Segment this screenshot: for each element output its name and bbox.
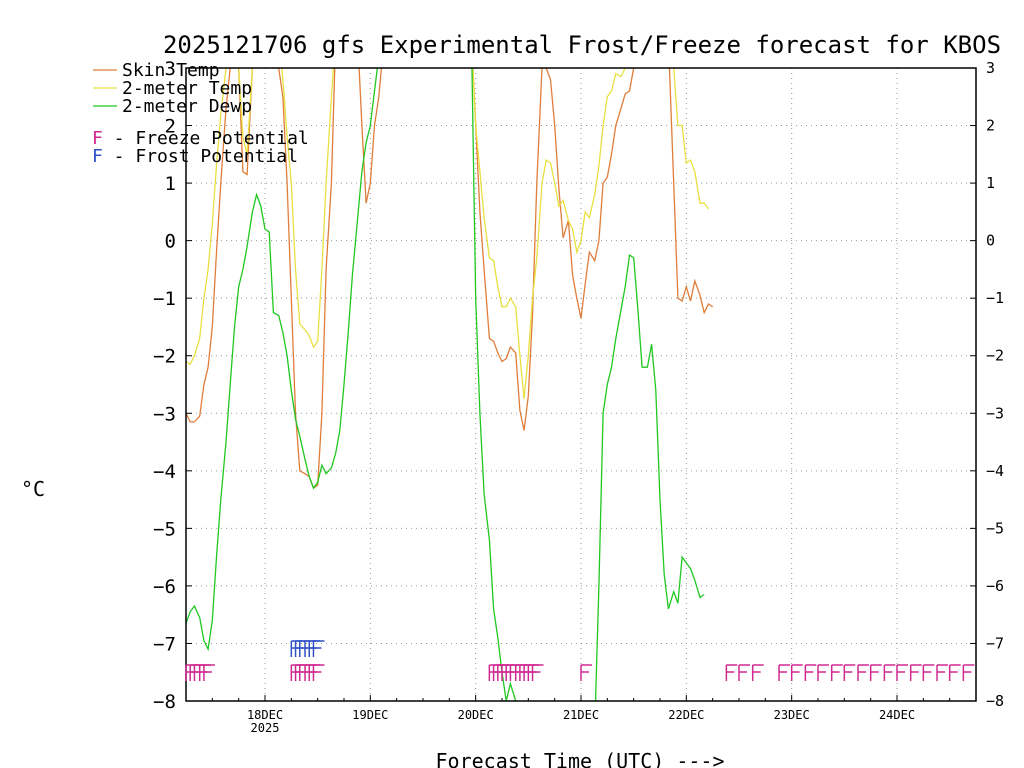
legend-potential-text: - Frost Potential xyxy=(103,146,298,167)
freeze-mark xyxy=(308,664,321,681)
legend-label: Skin Temp xyxy=(122,60,220,81)
freeze-mark xyxy=(738,664,750,681)
freeze-mark xyxy=(869,664,882,681)
freeze-mark xyxy=(922,664,935,681)
y-tick-label-left: 3 xyxy=(165,58,176,80)
freeze-mark xyxy=(527,664,540,681)
freeze-mark xyxy=(962,664,975,681)
freeze-mark xyxy=(514,664,527,681)
y-axis-label: °C xyxy=(21,477,45,501)
y-tick-label-left: −8 xyxy=(153,691,176,713)
freeze-mark xyxy=(304,664,317,681)
freeze-mark xyxy=(948,664,961,681)
y-tick-label-left: −7 xyxy=(153,633,176,655)
freeze-mark xyxy=(198,664,211,681)
plot-frame xyxy=(185,67,977,702)
freeze-mark xyxy=(817,664,829,681)
freeze-mark xyxy=(501,664,513,681)
freeze-mark xyxy=(751,664,764,681)
y-tick-label-right: −3 xyxy=(986,404,1004,422)
y-tick-label-left: 2 xyxy=(165,116,176,138)
frost-mark xyxy=(312,640,325,657)
freeze-mark xyxy=(843,664,856,681)
y-tick-label-left: 1 xyxy=(165,173,176,195)
x-tick-label: 19DEC xyxy=(352,708,388,722)
legend-potential-label: F - Freeze Potential xyxy=(92,128,309,149)
x-tick-sublabel: 2025 xyxy=(251,721,280,735)
freeze-mark xyxy=(804,664,817,681)
freeze-mark xyxy=(185,664,197,681)
y-tick-label-right: −4 xyxy=(986,462,1004,480)
y-tick-label-left: −3 xyxy=(153,403,176,425)
freeze-mark xyxy=(778,664,791,681)
grid-lines xyxy=(186,68,976,701)
y-tick-label-right: −7 xyxy=(986,634,1004,652)
freeze-mark xyxy=(580,664,592,681)
y-tick-label-right: −6 xyxy=(986,577,1004,595)
freeze-mark xyxy=(830,664,843,681)
y-tick-label-right: 1 xyxy=(986,174,995,192)
freeze-mark xyxy=(203,664,215,681)
y-tick-label-left: −2 xyxy=(153,346,176,368)
legend-label: 2-meter Dewp xyxy=(122,96,252,117)
freeze-mark xyxy=(857,664,870,681)
y-tick-label-left: −4 xyxy=(153,461,176,483)
y-tick-label-left: 0 xyxy=(165,231,176,253)
y-tick-label-right: −5 xyxy=(986,519,1004,537)
frost-mark xyxy=(308,640,321,657)
legend-potential-text: - Freeze Potential xyxy=(103,128,309,149)
y-tick-label-left: −5 xyxy=(153,518,176,540)
freeze-mark xyxy=(312,664,325,681)
freeze-mark xyxy=(523,664,536,681)
y-tick-label-right: −8 xyxy=(986,692,1004,710)
x-axis-label: Forecast Time (UTC) ---> xyxy=(436,749,725,768)
series-line-2-meter-temp xyxy=(186,68,710,399)
y-tick-label-right: −1 xyxy=(986,289,1004,307)
series-lines xyxy=(186,68,714,701)
y-tick-label-right: 2 xyxy=(986,117,995,135)
legend-potential-label: F - Frost Potential xyxy=(92,146,298,167)
freeze-mark xyxy=(883,664,896,681)
chart-title: 2025121706 gfs Experimental Frost/Freeze… xyxy=(163,31,1001,59)
axes: −8 −8 −7 −7 −6 −6 −5 −5 −4 −4 −3 −3 −2 −2 −1 −1 0 0 1 1 2 2 3 3… xyxy=(153,58,1004,735)
y-tick-label-right: −2 xyxy=(986,347,1004,365)
x-tick-label: 23DEC xyxy=(774,708,810,722)
freeze-mark xyxy=(519,664,531,681)
series-line-2-meter-dewp xyxy=(186,68,705,701)
legend-potential-letter: F xyxy=(92,146,103,167)
y-tick-label-right: 3 xyxy=(986,59,995,77)
y-tick-label-left: −6 xyxy=(153,576,176,598)
freeze-mark xyxy=(290,664,303,681)
x-tick-label: 18DEC xyxy=(247,708,283,722)
legend-label: 2-meter Temp xyxy=(122,78,252,99)
frost-freeze-marks xyxy=(185,640,975,681)
legend-potential-letter: F xyxy=(92,128,103,149)
x-tick-label: 21DEC xyxy=(563,708,599,722)
freeze-mark xyxy=(936,664,949,681)
y-tick-label-right: 0 xyxy=(986,232,995,250)
freeze-mark xyxy=(531,664,544,681)
x-tick-label: 24DEC xyxy=(879,708,915,722)
freeze-mark xyxy=(909,664,922,681)
freeze-mark xyxy=(725,664,738,681)
freeze-mark xyxy=(896,664,908,681)
x-tick-label: 20DEC xyxy=(458,708,494,722)
freeze-mark xyxy=(790,664,803,681)
y-tick-label-left: −1 xyxy=(153,288,176,310)
freeze-mark xyxy=(488,664,501,681)
x-tick-label: 22DEC xyxy=(668,708,704,722)
